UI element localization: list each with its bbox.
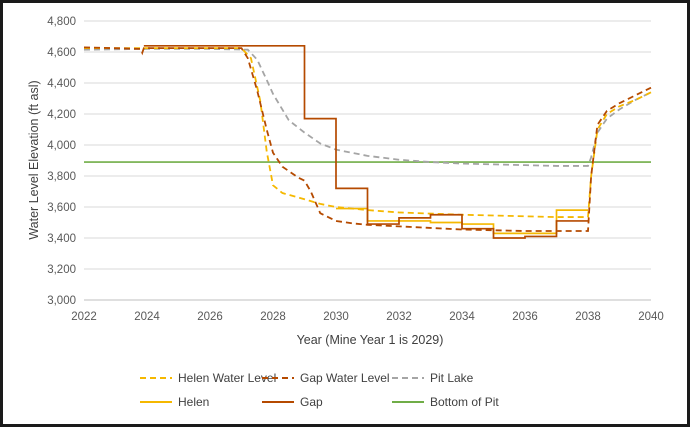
x-tick-6: 2034 — [449, 311, 475, 323]
x-tick-5: 2032 — [386, 311, 412, 323]
series-gap-water-level — [83, 46, 652, 232]
x-tick-4: 2030 — [323, 311, 349, 323]
legend-label-pit-lake: Pit Lake — [430, 371, 474, 385]
legend: Helen Water Level Gap Water Level Pit Lake… — [140, 371, 499, 409]
x-tick-2: 2026 — [197, 311, 223, 323]
y-tick-4: 3,800 — [47, 171, 76, 183]
legend-label-gap: Gap — [300, 395, 323, 409]
y-tick-3: 3,600 — [47, 202, 76, 214]
x-tick-9: 2040 — [638, 311, 664, 323]
legend-label-helen-water-level: Helen Water Level — [178, 371, 276, 385]
x-tick-labels: 2022 2024 2026 2028 2030 2032 2034 2036 2038 2040 — [71, 311, 664, 323]
x-tick-1: 2024 — [134, 311, 160, 323]
y-tick-9: 4,800 — [47, 16, 76, 28]
x-axis-title: Year (Mine Year 1 is 2029) — [297, 333, 444, 347]
x-tick-8: 2038 — [575, 311, 601, 323]
y-tick-7: 4,400 — [47, 78, 76, 90]
series-pit-lake — [83, 48, 652, 167]
y-tick-6: 4,200 — [47, 109, 76, 121]
x-tick-3: 2028 — [260, 311, 286, 323]
x-tick-0: 2022 — [71, 311, 97, 323]
y-tick-labels: 3,000 3,200 3,400 3,600 3,800 4,000 4,200 4,400… — [47, 16, 76, 307]
series-gap — [143, 44, 588, 239]
y-tick-2: 3,400 — [47, 233, 76, 245]
x-tick-7: 2036 — [512, 311, 538, 323]
legend-label-bottom-of-pit: Bottom of Pit — [430, 395, 499, 409]
y-tick-8: 4,600 — [47, 47, 76, 59]
gridlines — [84, 20, 651, 301]
y-tick-1: 3,200 — [47, 264, 76, 276]
y-tick-0: 3,000 — [47, 295, 76, 307]
legend-label-helen: Helen — [178, 395, 209, 409]
y-axis-title: Water Level Elevation (ft asl) — [27, 80, 41, 239]
y-tick-5: 4,000 — [47, 140, 76, 152]
legend-label-gap-water-level: Gap Water Level — [300, 371, 390, 385]
series-lines — [83, 44, 652, 239]
